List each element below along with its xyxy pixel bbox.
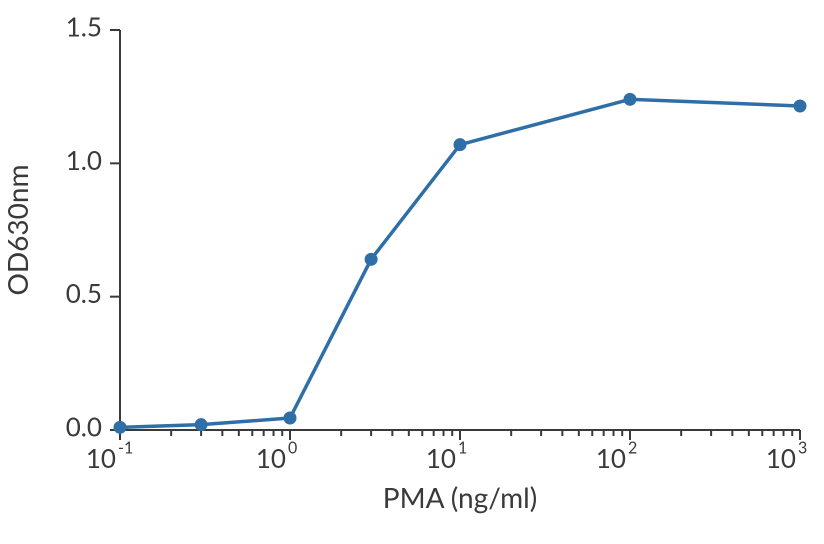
data-marker xyxy=(195,419,207,431)
data-marker xyxy=(454,139,466,151)
y-tick-label: 1.0 xyxy=(66,144,102,176)
svg-text:1: 1 xyxy=(458,439,467,458)
y-tick-label: 0.5 xyxy=(66,277,102,309)
svg-text:10: 10 xyxy=(766,442,796,474)
data-marker xyxy=(114,421,126,433)
svg-text:-1: -1 xyxy=(118,439,133,458)
svg-text:10: 10 xyxy=(256,442,286,474)
svg-text:10: 10 xyxy=(596,442,626,474)
y-tick-label: 0.0 xyxy=(66,411,102,443)
svg-text:0: 0 xyxy=(288,439,297,458)
data-marker xyxy=(284,412,296,424)
y-tick-label: 1.5 xyxy=(66,11,102,43)
x-axis-label: PMA (ng/ml) xyxy=(383,480,537,514)
dose-response-chart: 0.00.51.01.510-1100101102103OD630nmPMA (… xyxy=(0,0,824,544)
svg-text:3: 3 xyxy=(798,439,807,458)
svg-text:10: 10 xyxy=(426,442,456,474)
chart-container: 0.00.51.01.510-1100101102103OD630nmPMA (… xyxy=(0,0,824,544)
svg-text:10: 10 xyxy=(86,442,116,474)
data-marker xyxy=(365,253,377,265)
data-marker xyxy=(794,100,806,112)
data-marker xyxy=(624,93,636,105)
svg-text:2: 2 xyxy=(628,439,637,458)
y-axis-label: OD630nm xyxy=(0,164,34,295)
